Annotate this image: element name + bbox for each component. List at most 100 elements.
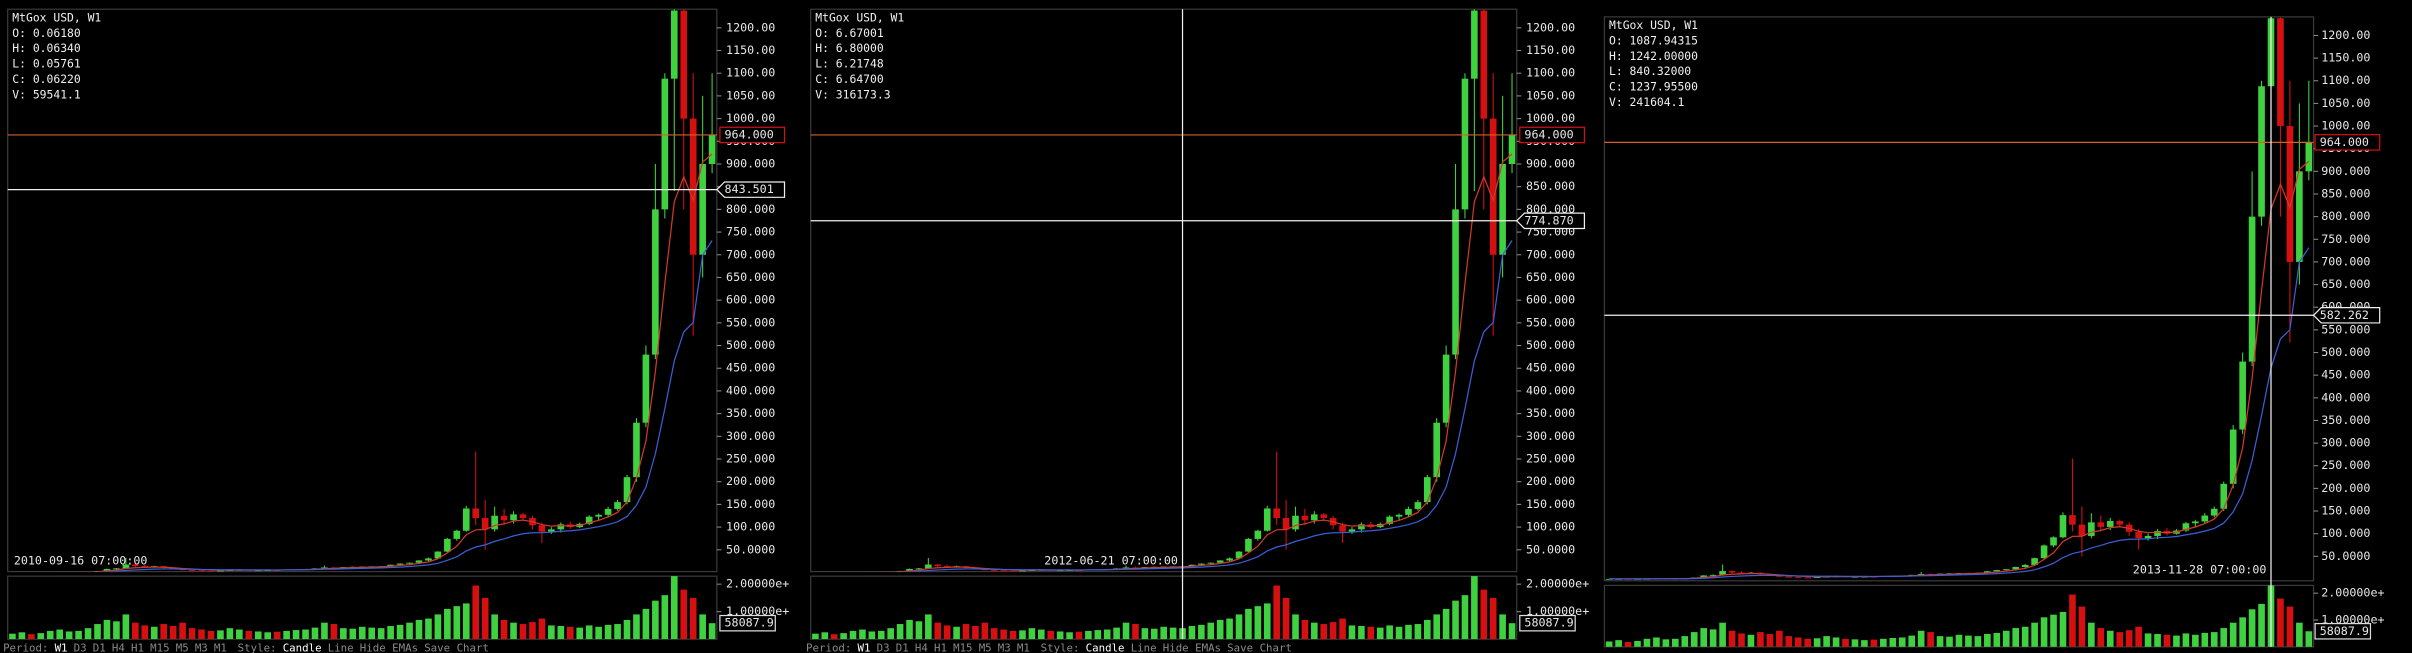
volume-bar	[406, 622, 413, 640]
style-button[interactable]: Candle	[1086, 641, 1125, 653]
last-price-label: 964.000	[1524, 127, 1573, 141]
candle-body	[321, 567, 328, 569]
volume-bar	[1452, 600, 1459, 640]
candle-body	[2201, 515, 2209, 522]
y-tick-label: 750.000	[726, 225, 775, 239]
candle-body	[2012, 566, 2020, 570]
style-button[interactable]: Line	[328, 641, 354, 653]
candle-body	[548, 529, 555, 532]
volume-bar	[160, 624, 168, 640]
ohlcv-line: O: 1087.94315	[1609, 33, 1698, 47]
volume-bar	[981, 622, 989, 640]
candle-body	[604, 508, 612, 515]
volume-bar	[1198, 624, 1205, 640]
candle-body	[1433, 422, 1441, 478]
period-button[interactable]: M5	[979, 641, 992, 653]
volume-bar	[1889, 637, 1897, 647]
candle-body	[141, 566, 149, 567]
volume-bar	[132, 622, 139, 640]
period-button[interactable]: W1	[858, 641, 871, 653]
volume-bar	[1898, 637, 1906, 647]
action-button[interactable]: Hide EMAs	[360, 641, 418, 653]
period-button[interactable]: H1	[131, 641, 144, 653]
crosshair-price-box	[1515, 212, 1586, 230]
volume-bar	[557, 625, 565, 640]
period-button[interactable]: D3	[74, 641, 87, 653]
chart-title: MtGox USD, W1	[12, 10, 101, 24]
volume-bar	[1358, 625, 1365, 640]
ema-line	[90, 240, 713, 572]
candle-body	[943, 566, 951, 567]
chart-panel: 50.0000 100.000 150.000 200.000 250.000 300.0…	[806, 8, 1589, 653]
candle-body	[2078, 524, 2086, 536]
last-volume-box	[1519, 614, 1576, 632]
volume-bar	[141, 625, 149, 640]
ema-line	[73, 153, 713, 572]
candle-body	[1198, 563, 1205, 565]
action-button[interactable]: Hide EMAs	[1163, 641, 1221, 653]
volume-bar	[604, 624, 612, 640]
action-button[interactable]: Save Chart	[1227, 641, 1292, 653]
y-tick-label: 250.000	[2321, 458, 2370, 472]
volume-bar	[65, 631, 73, 640]
y-tick-label: 550.000	[1526, 315, 1575, 329]
volume-bar	[1226, 618, 1233, 640]
period-button[interactable]: W1	[55, 641, 68, 653]
volume-bar	[1738, 633, 1745, 647]
volume-bar	[2210, 632, 2218, 647]
volume-bar	[377, 628, 385, 640]
candle-body	[1917, 573, 1925, 575]
volume-bar	[1974, 636, 1982, 647]
volume-bar	[2182, 633, 2190, 647]
candle-body	[1480, 10, 1488, 119]
y-tick-label: 100.000	[2321, 526, 2370, 540]
volume-bar	[519, 624, 527, 640]
volume-bar	[1047, 630, 1055, 640]
period-button[interactable]: D3	[877, 641, 890, 653]
period-button[interactable]: M15	[953, 641, 972, 653]
period-button[interactable]: M5	[176, 641, 189, 653]
period-button[interactable]: M1	[214, 641, 227, 653]
y-tick-label: 200.000	[726, 474, 775, 488]
period-button[interactable]: M3	[195, 641, 208, 653]
period-button[interactable]: H1	[934, 641, 947, 653]
volume-bar	[2154, 633, 2161, 647]
period-button[interactable]: H4	[112, 641, 125, 653]
period-button[interactable]: H4	[915, 641, 928, 653]
y-tick-label: 1050.00	[726, 88, 775, 102]
candle-body	[1188, 564, 1196, 567]
candle-body	[1348, 529, 1356, 532]
candle-body	[2210, 508, 2218, 516]
period-button[interactable]: M15	[150, 641, 169, 653]
volume-bar	[2078, 606, 2086, 647]
volume-bar	[113, 621, 120, 640]
y-tick-label: 200.000	[1526, 474, 1575, 488]
volume-bar	[1927, 632, 1934, 647]
action-button[interactable]: Save Chart	[424, 641, 489, 653]
volume-bar	[9, 633, 16, 640]
volume-bar	[708, 623, 716, 640]
period-button[interactable]: M3	[998, 641, 1011, 653]
y-tick-label: 800.000	[1526, 202, 1575, 216]
volume-bar	[2229, 622, 2237, 647]
candle-body	[585, 516, 593, 524]
y-tick-label: 200.000	[2321, 481, 2370, 495]
period-button[interactable]: D1	[896, 641, 909, 653]
y-tick-label: 50.0000	[726, 542, 775, 556]
y-tick-label: 350.000	[1526, 406, 1575, 420]
candle-body	[614, 502, 621, 509]
candle-body	[122, 564, 130, 569]
volume-bar	[1870, 639, 1878, 647]
style-button[interactable]: Candle	[283, 641, 322, 653]
candle-body	[1461, 78, 1469, 210]
candle-body	[633, 422, 640, 478]
candle-body	[2069, 515, 2076, 525]
volume-bar	[812, 633, 819, 640]
candle-body	[934, 564, 942, 567]
volume-bar	[179, 622, 186, 640]
volume-bar	[1747, 634, 1755, 647]
period-button[interactable]: M1	[1017, 641, 1030, 653]
period-button[interactable]: D1	[93, 641, 106, 653]
style-button[interactable]: Line	[1131, 641, 1157, 653]
toolbar-label: Period:	[806, 641, 851, 653]
